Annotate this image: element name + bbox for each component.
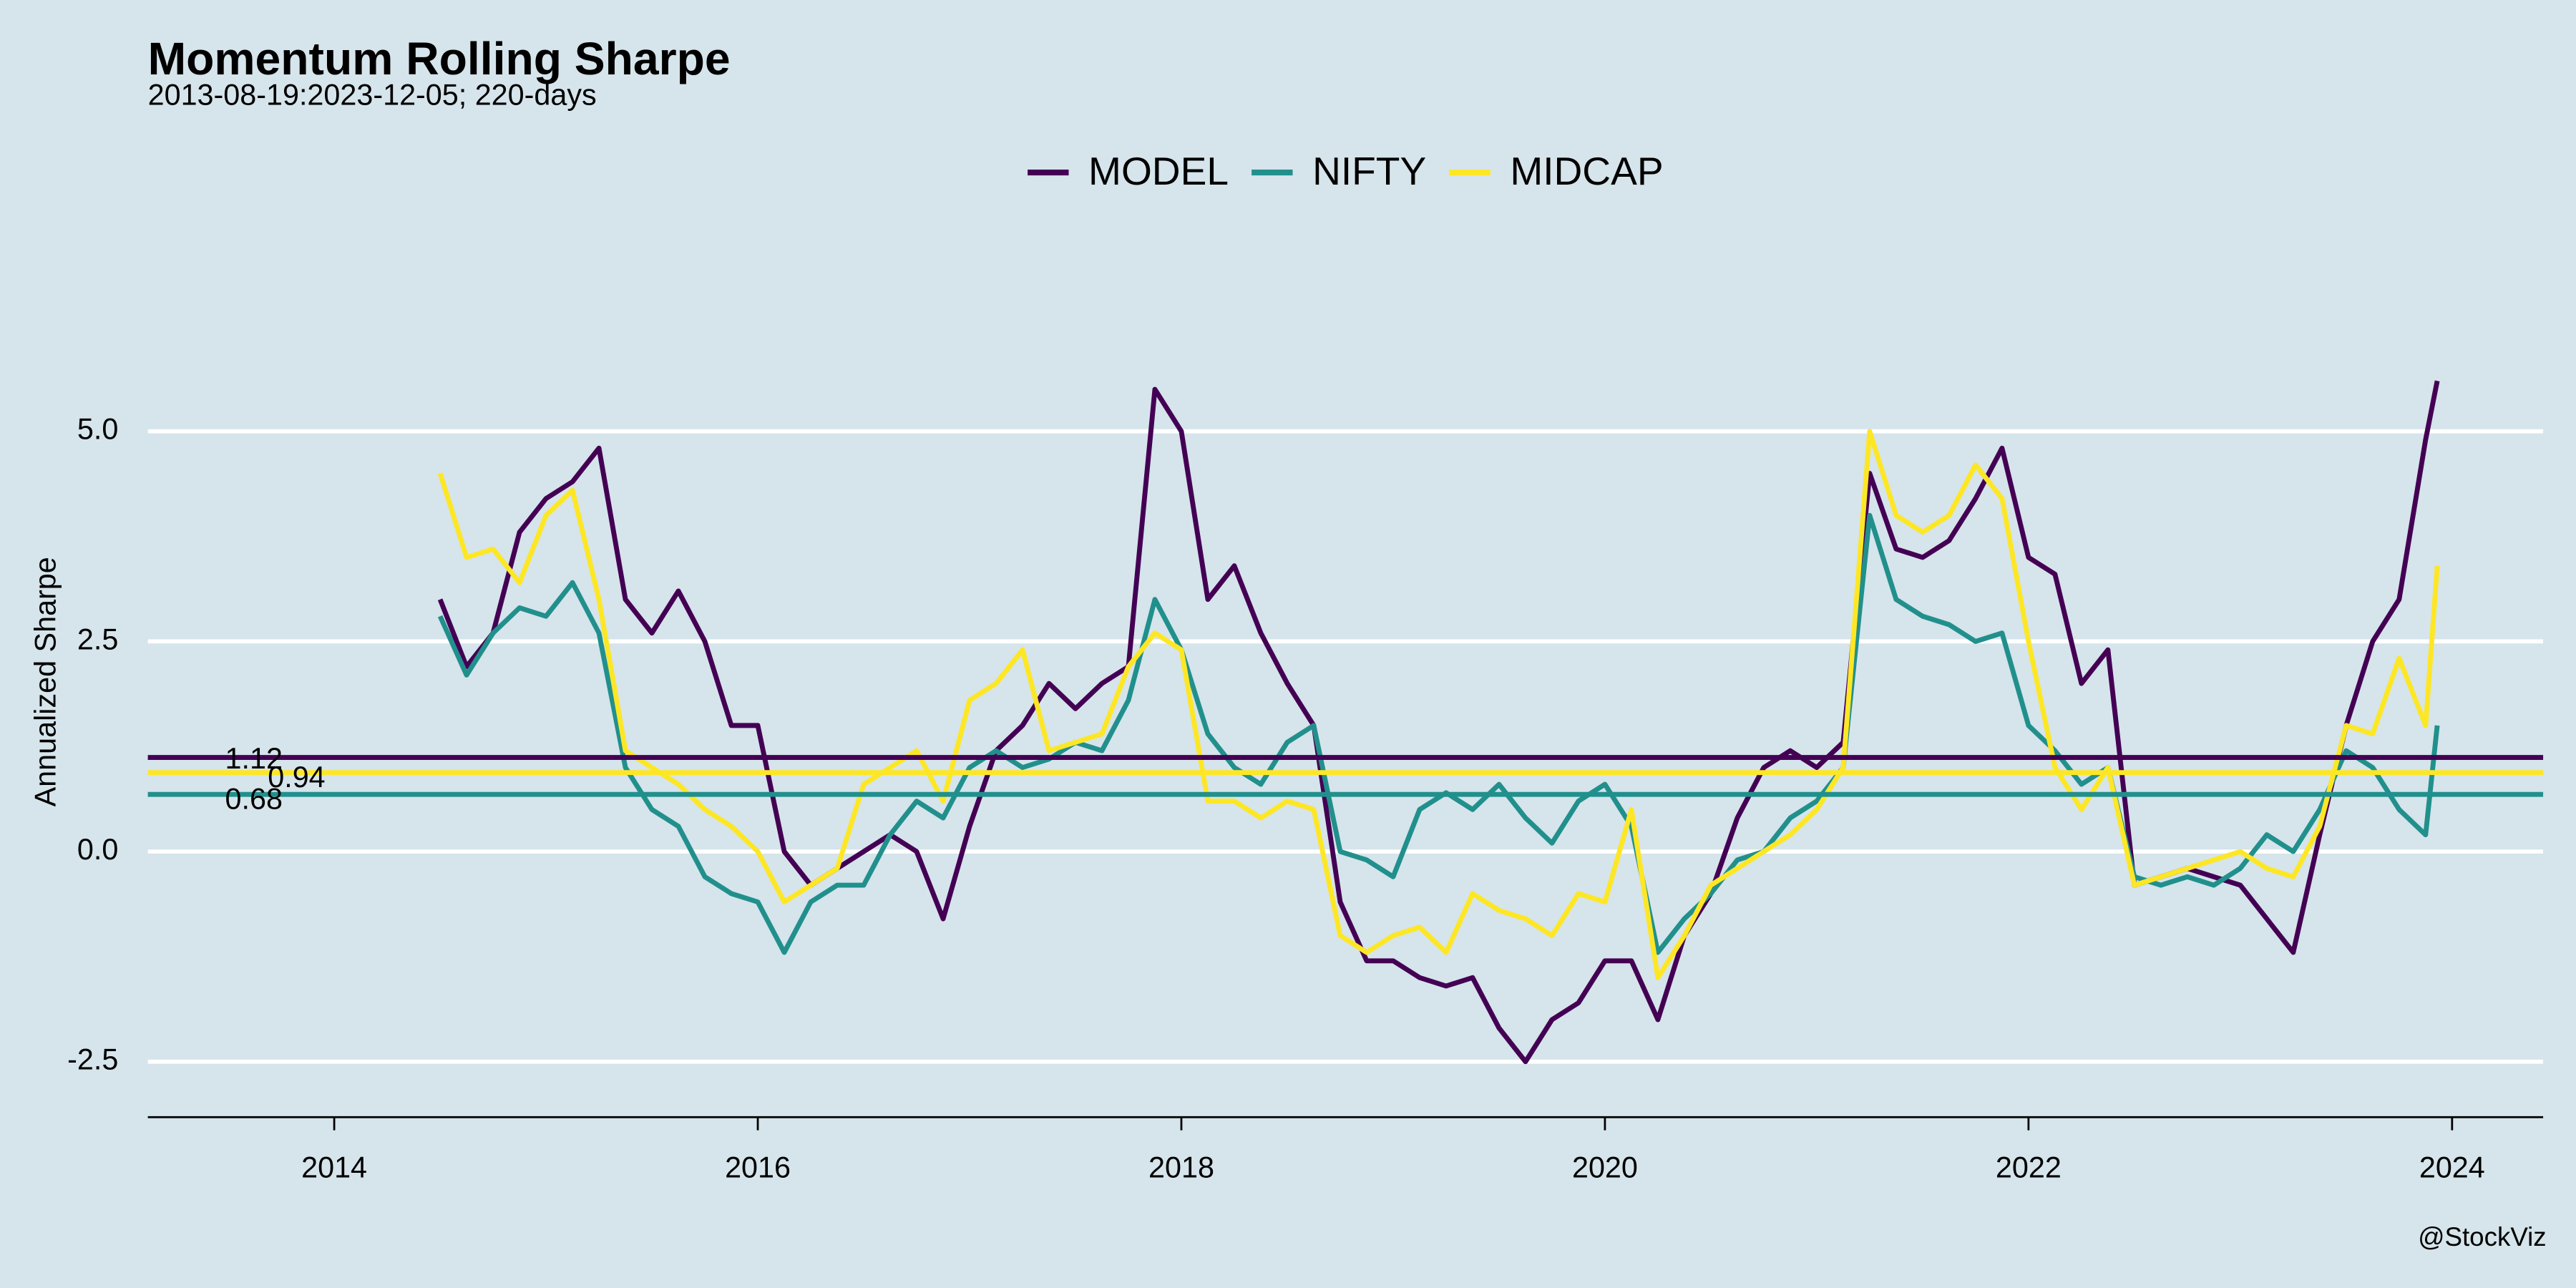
mean-label: 0.68 — [225, 782, 283, 815]
x-tick-label: 2016 — [725, 1151, 791, 1184]
legend-item: NIFTY — [1252, 149, 1426, 193]
y-axis-label: Annualized Sharpe — [29, 557, 62, 806]
x-tick-label: 2018 — [1148, 1151, 1214, 1184]
x-tick-label: 2024 — [2419, 1151, 2485, 1184]
legend-label: NIFTY — [1312, 149, 1426, 193]
y-tick-label: 0.0 — [77, 833, 118, 866]
y-tick-label: -2.5 — [67, 1043, 118, 1076]
legend-label: MIDCAP — [1510, 149, 1663, 193]
y-tick-label: 2.5 — [77, 623, 118, 655]
x-tick-label: 2020 — [1572, 1151, 1638, 1184]
legend-label: MODEL — [1088, 149, 1229, 193]
mean-label: 0.94 — [268, 761, 325, 794]
chart-title: Momentum Rolling Sharpe — [148, 33, 731, 84]
series-line — [437, 380, 2440, 1065]
mean-label: 1.12 — [225, 742, 283, 775]
caption: @StockViz — [2418, 1222, 2546, 1252]
chart-subtitle: 2013-08-19:2023-12-05; 220-days — [148, 78, 597, 111]
legend-item: MIDCAP — [1449, 149, 1664, 193]
x-tick-label: 2014 — [301, 1151, 367, 1184]
series-line — [437, 429, 2440, 980]
y-tick-label: 5.0 — [77, 413, 118, 446]
legend: MODEL NIFTY MIDCAP — [1028, 149, 1664, 193]
legend-item: MODEL — [1028, 149, 1229, 193]
x-tick-label: 2022 — [1996, 1151, 2062, 1184]
